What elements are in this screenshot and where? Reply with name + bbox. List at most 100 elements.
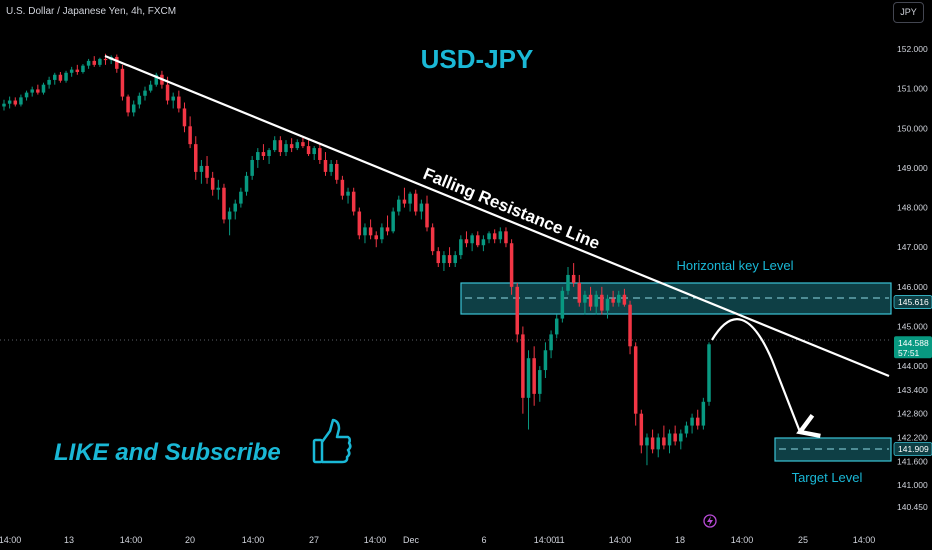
candle: [267, 148, 271, 164]
candle-body: [239, 191, 243, 204]
candle: [560, 286, 565, 323]
candle: [453, 251, 457, 268]
candle: [154, 72, 159, 87]
candle: [481, 235, 486, 252]
lightning-icon[interactable]: [703, 514, 717, 528]
candle-body: [560, 290, 565, 319]
candle: [148, 80, 153, 93]
candle: [521, 326, 525, 414]
candle-body: [413, 193, 418, 212]
candle: [92, 56, 96, 67]
candle: [430, 223, 435, 256]
candle: [7, 96, 12, 109]
candle: [357, 207, 362, 240]
candle-body: [673, 433, 677, 442]
candle: [498, 227, 503, 244]
candle-body: [436, 251, 441, 264]
candle: [419, 199, 424, 220]
candle-body: [695, 417, 700, 426]
symbol-header: U.S. Dollar / Japanese Yen, 4h, FXCM: [6, 6, 177, 17]
candle-body: [30, 89, 34, 93]
candle-body: [24, 92, 29, 98]
candle: [374, 231, 378, 248]
y-tick-label: 141.600: [897, 456, 928, 466]
candle-body: [154, 74, 159, 85]
target-label: Target Level: [792, 470, 863, 485]
candle: [69, 66, 74, 77]
candle: [656, 433, 660, 458]
candle: [346, 187, 350, 204]
candle: [571, 263, 576, 287]
candle-body: [459, 239, 463, 256]
candle-body: [216, 187, 221, 190]
candle-body: [58, 74, 63, 81]
projection-arrow[interactable]: [711, 318, 821, 439]
candle: [628, 300, 632, 355]
candle: [639, 409, 644, 454]
candle: [143, 86, 147, 101]
currency-button[interactable]: JPY: [893, 2, 924, 23]
candle-body: [521, 334, 525, 398]
falling-resistance-trendline[interactable]: [104, 54, 890, 378]
candle-body: [701, 401, 706, 426]
y-tick-label: 149.000: [897, 163, 928, 173]
y-tick-label: 152.000: [897, 44, 928, 54]
price-axis[interactable]: 152.000 151.000 150.000 149.000 148.000 147.0…: [897, 44, 928, 512]
candle-body: [69, 69, 74, 73]
candle-body: [566, 274, 570, 291]
candle-body: [171, 96, 175, 101]
candle-body: [222, 187, 226, 220]
candle-body: [397, 199, 401, 212]
candle: [239, 187, 243, 208]
candle-body: [684, 425, 689, 434]
candle: [137, 92, 142, 109]
candle-body: [357, 211, 362, 236]
candle-body: [532, 358, 536, 394]
candle-body: [656, 437, 660, 450]
candle-body: [47, 79, 51, 85]
time-axis[interactable]: 14:00 13 14:00 20 14:00 27 14:00 Dec 6 14:00 11 14:…: [0, 535, 875, 545]
candle: [492, 229, 497, 244]
y-tick-label: 146.000: [897, 282, 928, 292]
candle: [36, 84, 40, 95]
candle-body: [194, 144, 198, 172]
candle: [194, 136, 198, 180]
x-tick-label: 14:00: [120, 535, 143, 545]
candle-body: [425, 203, 429, 228]
candle: [600, 286, 604, 315]
candle-body: [177, 96, 181, 109]
candle-body: [628, 304, 632, 347]
candle: [98, 57, 102, 67]
y-tick-label: 147.000: [897, 242, 928, 252]
candle: [594, 290, 598, 315]
candle-body: [143, 90, 147, 96]
candle-body: [622, 294, 627, 305]
x-tick-label: 27: [309, 535, 319, 545]
candle-body: [374, 235, 378, 240]
candle: [476, 231, 480, 248]
candle: [58, 71, 63, 83]
candle-body: [19, 97, 23, 105]
candle: [464, 231, 469, 248]
y-tick-label: 148.000: [897, 203, 928, 213]
candle-body: [318, 148, 322, 160]
candle: [695, 409, 700, 430]
x-tick-label: 11: [555, 535, 564, 545]
candle-body: [543, 350, 548, 371]
y-tick-label: 140.450: [897, 502, 928, 512]
candle: [335, 159, 339, 184]
candle: [244, 171, 249, 196]
candle-body: [340, 179, 345, 196]
candle-body: [205, 165, 209, 178]
candle: [222, 183, 226, 224]
candle: [549, 330, 553, 359]
candle: [385, 215, 390, 236]
candle: [515, 282, 519, 343]
candle-body: [13, 100, 18, 105]
candle: [19, 94, 23, 107]
candle-body: [617, 294, 621, 303]
candle-body: [233, 203, 237, 212]
